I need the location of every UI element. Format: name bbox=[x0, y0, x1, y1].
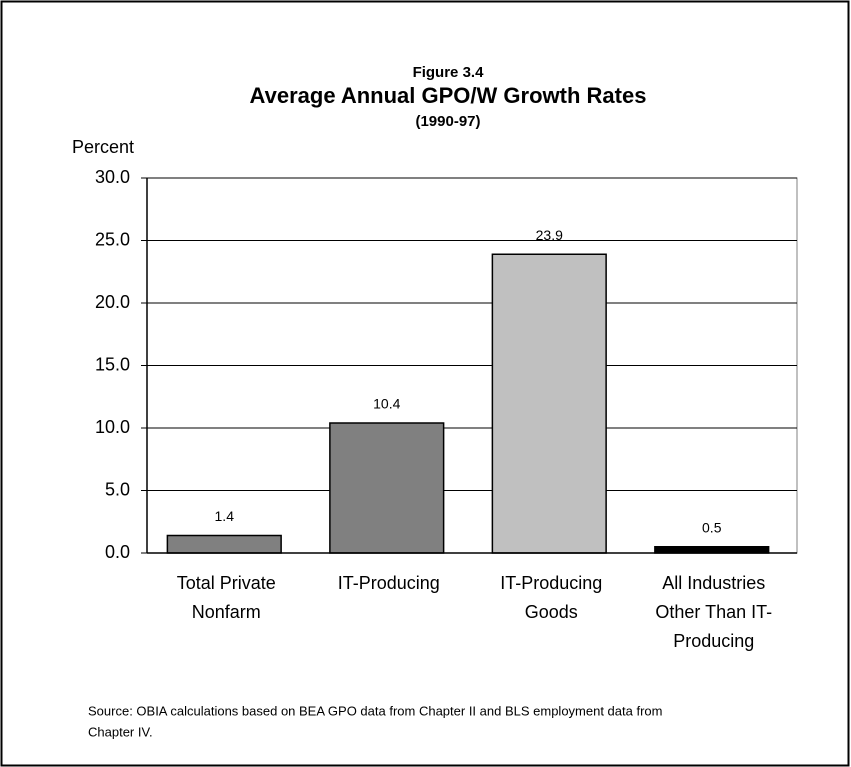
y-tick-label: 30.0 bbox=[95, 167, 130, 187]
y-tick-label: 20.0 bbox=[95, 292, 130, 312]
y-tick-label: 25.0 bbox=[95, 229, 130, 249]
x-tick-label: Other Than IT- bbox=[655, 602, 772, 622]
bar bbox=[166, 534, 282, 554]
figure-label: Figure 3.4 bbox=[413, 64, 485, 81]
value-label: 23.9 bbox=[536, 227, 563, 243]
x-tick-label: All Industries bbox=[662, 573, 765, 593]
y-tick-label: 5.0 bbox=[105, 479, 130, 499]
x-tick-label: Total Private bbox=[177, 573, 276, 593]
x-tick-label: Nonfarm bbox=[192, 602, 261, 622]
y-tick-label: 15.0 bbox=[95, 354, 130, 374]
value-label: 1.4 bbox=[215, 508, 235, 524]
chart-title: Average Annual GPO/W Growth Rates bbox=[250, 83, 647, 108]
chart-subtitle: (1990-97) bbox=[415, 113, 480, 130]
x-tick-label: Producing bbox=[673, 631, 754, 651]
x-tick-label: IT-Producing bbox=[500, 573, 602, 593]
bar bbox=[654, 546, 770, 554]
bar bbox=[329, 422, 445, 554]
y-axis-label: Percent bbox=[72, 137, 134, 157]
value-label: 0.5 bbox=[702, 519, 722, 535]
x-tick-label: Goods bbox=[525, 602, 578, 622]
source-note: Source: OBIA calculations based on BEA G… bbox=[88, 703, 662, 718]
value-label: 10.4 bbox=[373, 396, 400, 412]
y-tick-label: 0.0 bbox=[105, 542, 130, 562]
bar bbox=[491, 253, 607, 554]
source-note: Chapter IV. bbox=[88, 724, 153, 739]
y-tick-label: 10.0 bbox=[95, 417, 130, 437]
x-tick-label: IT-Producing bbox=[338, 573, 440, 593]
